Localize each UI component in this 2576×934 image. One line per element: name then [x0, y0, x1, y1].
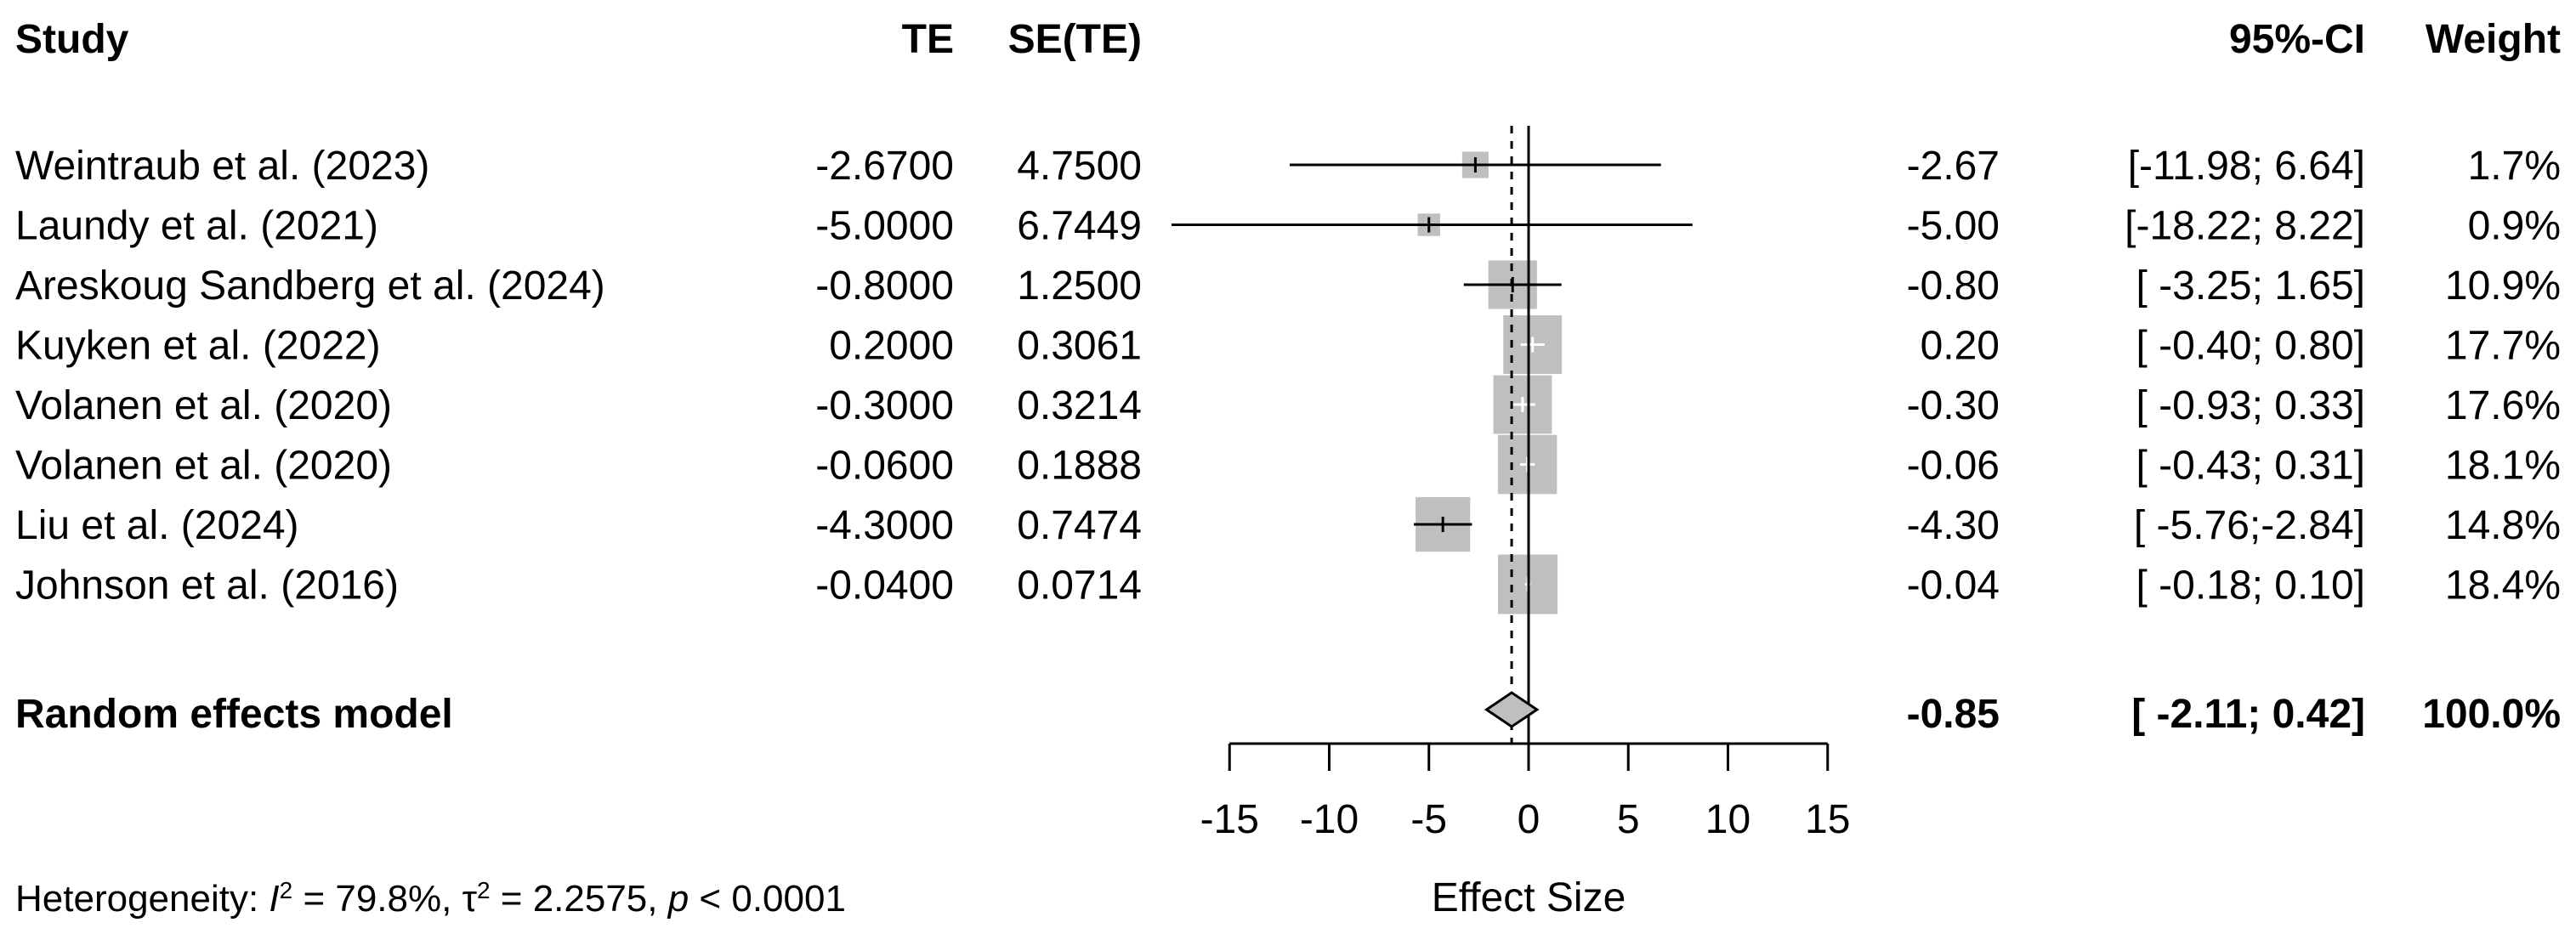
x-tick-label: -10 — [1300, 797, 1359, 842]
study-row: Weintraub et al. (2023) -2.6700 4.7500 -2.6… — [15, 144, 2561, 189]
summary-diamond — [1484, 691, 1540, 728]
study-weight: 1.7% — [2468, 144, 2561, 189]
study-ci: [ -0.43; 0.31] — [2136, 444, 2365, 489]
x-tick-label: 10 — [1705, 797, 1750, 842]
study-ci: [-18.22; 8.22] — [2125, 204, 2365, 249]
study-ci: [ -3.25; 1.65] — [2136, 263, 2365, 309]
study-estimate: -4.30 — [1907, 503, 2000, 548]
study-label: Laundy et al. (2021) — [15, 204, 378, 249]
study-row: Laundy et al. (2021) -5.0000 6.7449 -5.00 [-… — [15, 204, 2561, 249]
x-tick-label: 15 — [1805, 797, 1850, 842]
study-label: Johnson et al. (2016) — [15, 563, 399, 609]
header-se: SE(TE) — [1008, 17, 1142, 62]
study-se: 0.3214 — [1017, 383, 1142, 428]
het-i2-sup: 2 — [280, 877, 293, 903]
study-row: Areskoug Sandberg et al. (2024) -0.8000 1.… — [15, 263, 2561, 309]
study-se: 0.7474 — [1017, 503, 1142, 548]
study-ci: [ -0.40; 0.80] — [2136, 324, 2365, 369]
study-te: -0.0600 — [815, 444, 954, 489]
study-se: 0.3061 — [1017, 324, 1142, 369]
study-estimate: -0.04 — [1907, 563, 2000, 609]
study-estimate: -5.00 — [1907, 204, 2000, 249]
het-tau-symbol: τ — [462, 878, 478, 920]
study-se: 4.7500 — [1017, 144, 1142, 189]
study-label: Liu et al. (2024) — [15, 503, 299, 548]
study-label: Volanen et al. (2020) — [15, 383, 392, 428]
x-tick-label: -5 — [1410, 797, 1447, 842]
het-p-value: < 0.0001 — [689, 878, 846, 920]
study-rows: Weintraub et al. (2023) -2.6700 4.7500 -2.6… — [15, 144, 2561, 609]
summary-row: Random effects model -0.85 [ -2.11; 0.42… — [15, 692, 2561, 737]
study-te: 0.2000 — [829, 324, 954, 369]
x-tick-label: 0 — [1518, 797, 1540, 842]
study-label: Weintraub et al. (2023) — [15, 144, 429, 189]
x-tick-label: 5 — [1617, 797, 1640, 842]
study-row: Johnson et al. (2016) -0.0400 0.0714 -0.04 [… — [15, 563, 2561, 609]
study-ci: [-11.98; 6.64] — [2128, 144, 2365, 189]
study-estimate: -2.67 — [1907, 144, 2000, 189]
study-ci: [ -0.18; 0.10] — [2136, 563, 2365, 609]
study-ci: [ -0.93; 0.33] — [2136, 383, 2365, 428]
study-weight: 18.4% — [2445, 563, 2561, 609]
study-weight: 0.9% — [2468, 204, 2561, 249]
study-estimate: -0.06 — [1907, 444, 2000, 489]
study-ci: [ -5.76;-2.84] — [2134, 503, 2365, 548]
study-te: -5.0000 — [815, 204, 954, 249]
study-label: Areskoug Sandberg et al. (2024) — [15, 263, 605, 309]
het-tau-value: = 2.2575, — [491, 878, 668, 920]
study-row: Kuyken et al. (2022) 0.2000 0.3061 0.20 [ -0… — [15, 324, 2561, 369]
study-weight: 10.9% — [2445, 263, 2561, 309]
header-weight: Weight — [2426, 17, 2561, 62]
x-axis-label: Effect Size — [1432, 875, 1626, 920]
study-weight: 18.1% — [2445, 444, 2561, 489]
study-se: 0.1888 — [1017, 444, 1142, 489]
study-weight: 17.6% — [2445, 383, 2561, 428]
study-te: -0.3000 — [815, 383, 954, 428]
study-te: -4.3000 — [815, 503, 954, 548]
study-estimate: -0.30 — [1907, 383, 2000, 428]
het-tau-sup: 2 — [477, 877, 491, 903]
summary-weight: 100.0% — [2422, 692, 2561, 737]
summary-label: Random effects model — [15, 692, 453, 737]
study-label: Volanen et al. (2020) — [15, 444, 392, 489]
header-ci: 95%-CI — [2229, 17, 2365, 62]
het-p-symbol: p — [667, 878, 689, 920]
x-tick-label: -15 — [1200, 797, 1259, 842]
study-label: Kuyken et al. (2022) — [15, 324, 381, 369]
study-weight: 14.8% — [2445, 503, 2561, 548]
study-estimate: 0.20 — [1921, 324, 2000, 369]
study-se: 6.7449 — [1017, 204, 1142, 249]
study-estimate: -0.80 — [1907, 263, 2000, 309]
study-te: -0.0400 — [815, 563, 954, 609]
header-te: TE — [902, 17, 954, 62]
study-se: 0.0714 — [1017, 563, 1142, 609]
study-weight: 17.7% — [2445, 324, 2561, 369]
het-i2-value: = 79.8%, — [292, 878, 462, 920]
study-te: -2.6700 — [815, 144, 954, 189]
study-te: -0.8000 — [815, 263, 954, 309]
study-row: Volanen et al. (2020) -0.0600 0.1888 -0.06 [… — [15, 444, 2561, 489]
het-i2-symbol: I — [269, 878, 279, 920]
summary-estimate: -0.85 — [1907, 692, 2000, 737]
study-row: Volanen et al. (2020) -0.3000 0.3214 -0.30 [… — [15, 383, 2561, 428]
study-se: 1.2500 — [1017, 263, 1142, 309]
het-prefix: Heterogeneity: — [15, 878, 269, 920]
plot-marks: -15 -10 -5 0 5 10 15 — [1172, 126, 1850, 842]
study-row: Liu et al. (2024) -4.3000 0.7474 -4.30 [ -5.… — [15, 503, 2561, 548]
summary-ci: [ -2.11; 0.42] — [2131, 692, 2365, 737]
header-study: Study — [15, 17, 129, 62]
heterogeneity-text: Heterogeneity: I2 = 79.8%, τ2 = 2.2575, … — [15, 877, 846, 920]
